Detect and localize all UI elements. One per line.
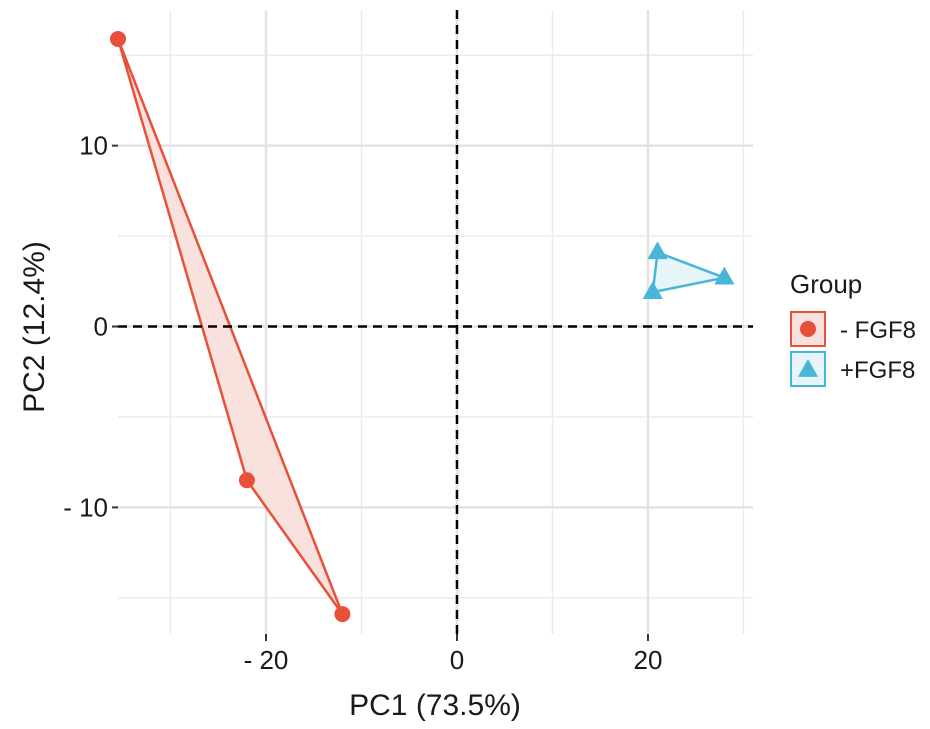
data-point-triangle [642,281,663,299]
legend-title: Group [790,269,862,299]
legend-label: - FGF8 [840,317,916,344]
legend-circle-icon [800,321,816,337]
data-point-triangle [714,266,735,285]
data-point-circle [238,472,255,489]
y-axis-title: PC2 (12.4%) [18,241,51,413]
x-tick-label: 0 [450,645,464,675]
y-tick-label: - 10 [63,492,108,522]
x-axis-title: PC1 (73.5%) [349,689,521,722]
legend-item: - FGF8 [790,311,916,347]
axis-ticks: - 20 0 20 10 0 - 10 [63,131,662,675]
data-points [110,30,735,623]
y-tick-label: 10 [79,131,108,161]
legend-label: +FGF8 [840,357,915,384]
legend: Group - FGF8 +FGF8 [790,269,916,387]
legend-item: +FGF8 [790,351,915,387]
hull-plus-fgf8 [651,251,726,294]
legend-triangle-icon [797,359,819,377]
x-tick-label: - 20 [244,645,289,675]
reference-lines [118,10,753,634]
x-tick-label: 20 [634,645,663,675]
data-point-circle [110,30,126,47]
y-tick-label: 0 [94,312,108,342]
data-point-triangle [647,241,668,260]
data-point-circle [334,606,351,623]
